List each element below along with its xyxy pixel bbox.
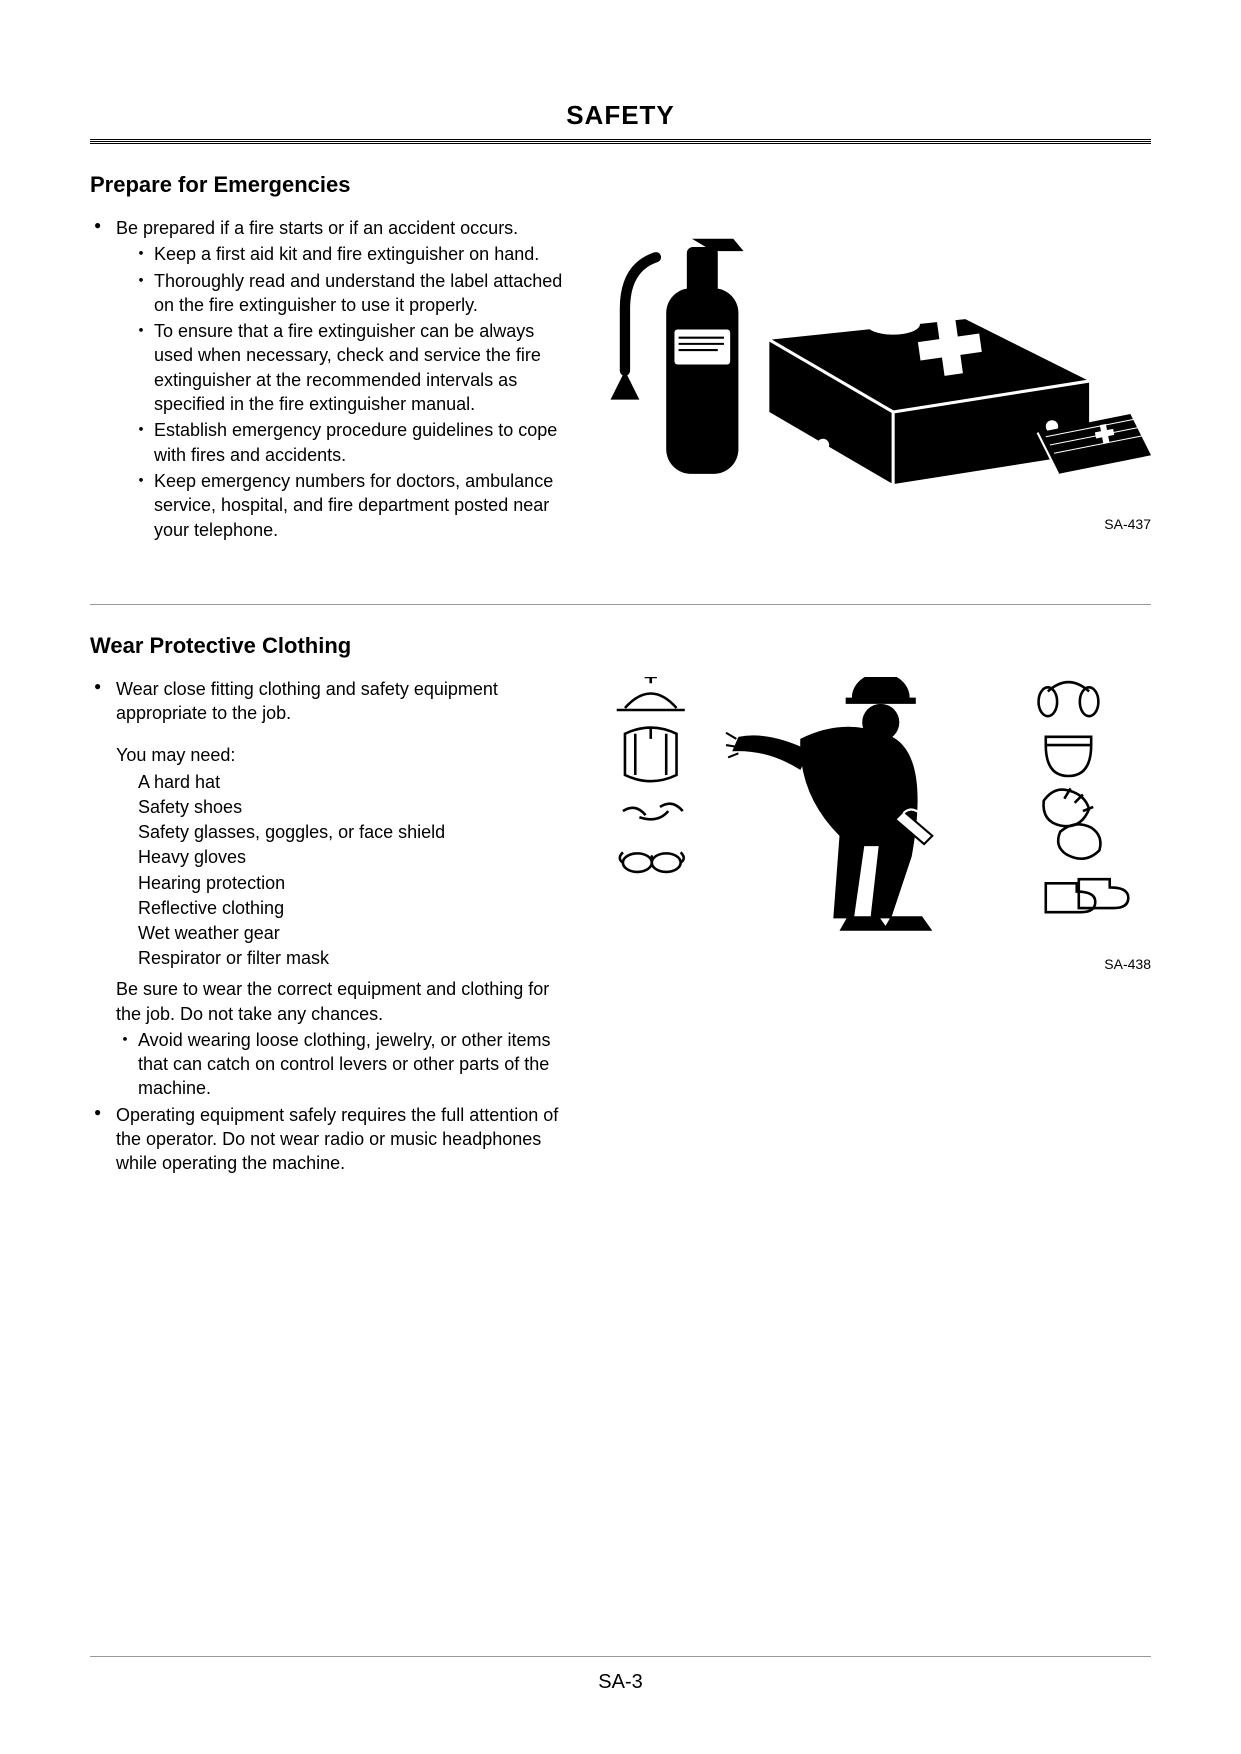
bullet-item: Operating equipment safely requires the … bbox=[90, 1103, 570, 1176]
need-item: Hearing protection bbox=[138, 871, 570, 896]
need-item: Reflective clothing bbox=[138, 896, 570, 921]
dot-item: Establish emergency procedure guidelines… bbox=[116, 418, 570, 467]
need-item: A hard hat bbox=[138, 770, 570, 795]
section-divider bbox=[90, 604, 1151, 605]
dot-item: Keep a first aid kit and fire extinguish… bbox=[116, 242, 570, 266]
header-underline bbox=[90, 143, 1151, 144]
bullet-item: Be prepared if a fire starts or if an ac… bbox=[90, 216, 570, 542]
need-intro: You may need: bbox=[90, 743, 570, 767]
section1-text: Be prepared if a fire starts or if an ac… bbox=[90, 216, 570, 544]
page-number: SA-3 bbox=[90, 1671, 1151, 1694]
section-protective-clothing: Wear Protective Clothing Wear close fitt… bbox=[90, 633, 1151, 1178]
page-title: SAFETY bbox=[90, 100, 1151, 142]
section2-text: Wear close fitting clothing and safety e… bbox=[90, 677, 570, 1178]
footer-rule bbox=[90, 1656, 1151, 1657]
bullet-text: Be prepared if a fire starts or if an ac… bbox=[116, 218, 518, 238]
need-item: Wet weather gear bbox=[138, 921, 570, 946]
fire-extinguisher-firstaid-icon bbox=[594, 216, 1151, 505]
need-list: A hard hat Safety shoes Safety glasses, … bbox=[90, 770, 570, 972]
section-title: Prepare for Emergencies bbox=[90, 172, 1151, 198]
section-prepare-emergencies: Prepare for Emergencies Be prepared if a… bbox=[90, 172, 1151, 544]
dot-item: To ensure that a fire extinguisher can b… bbox=[116, 319, 570, 416]
dot-item: Keep emergency numbers for doctors, ambu… bbox=[116, 469, 570, 542]
dot-item: Avoid wearing loose clothing, jewelry, o… bbox=[100, 1028, 570, 1101]
dot-item: Thoroughly read and understand the label… bbox=[116, 269, 570, 318]
bullet-item: Wear close fitting clothing and safety e… bbox=[90, 677, 570, 726]
illustration-caption: SA-438 bbox=[594, 956, 1151, 972]
ppe-worker-icon bbox=[594, 677, 1151, 945]
need-item: Safety shoes bbox=[138, 795, 570, 820]
need-item: Heavy gloves bbox=[138, 845, 570, 870]
section1-illustration: SA-437 bbox=[594, 216, 1151, 544]
para-after: Be sure to wear the correct equipment an… bbox=[90, 977, 570, 1026]
section-title: Wear Protective Clothing bbox=[90, 633, 1151, 659]
need-item: Respirator or filter mask bbox=[138, 946, 570, 971]
page: SAFETY Prepare for Emergencies Be prepar… bbox=[0, 0, 1241, 1754]
need-item: Safety glasses, goggles, or face shield bbox=[138, 820, 570, 845]
illustration-caption: SA-437 bbox=[594, 516, 1151, 532]
section2-illustration: SA-438 bbox=[594, 677, 1151, 1178]
